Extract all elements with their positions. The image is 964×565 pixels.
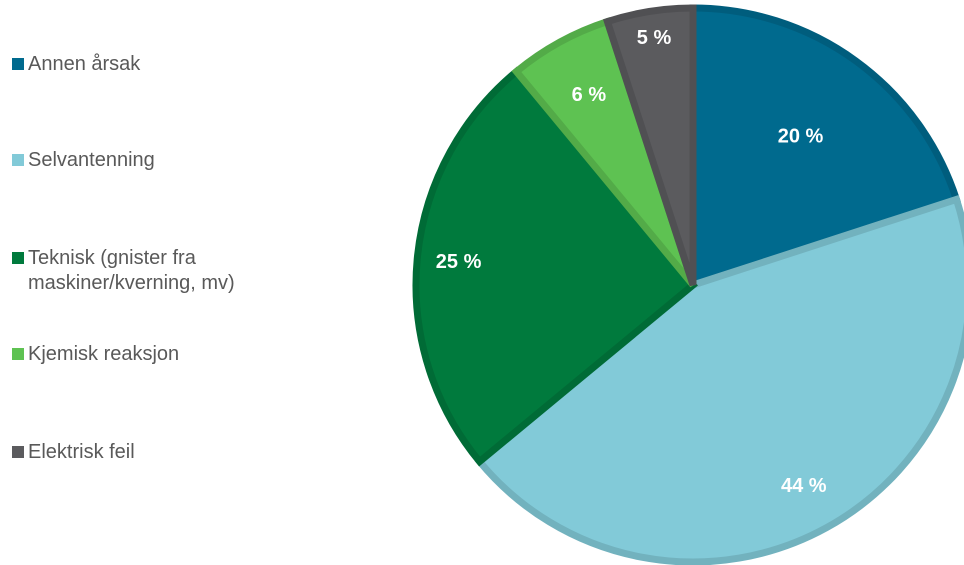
pie-data-label: 25 % [436,251,482,273]
pie-data-label: 5 % [637,27,672,49]
pie-data-label: 20 % [778,125,824,147]
pie-data-label: 6 % [572,84,607,106]
pie-data-label: 44 % [781,475,827,497]
